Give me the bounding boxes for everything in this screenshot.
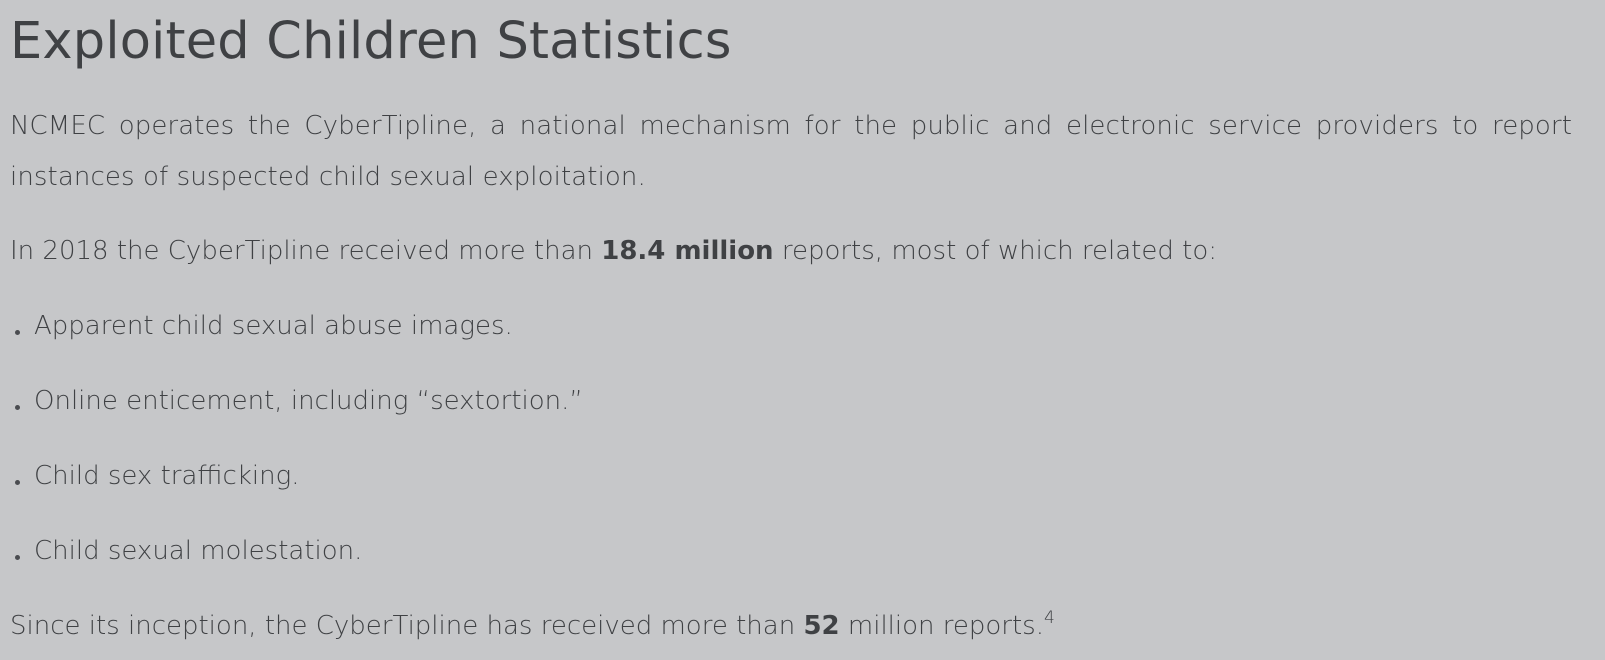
bullet-dot-icon [15,555,20,560]
bullet-dot-icon [15,330,20,335]
intro-paragraph: NCMEC operates the CyberTipline, a natio… [10,101,1572,203]
report-types-list: Apparent child sexual abuse images. Onli… [10,301,583,601]
reports-2018-highlight: 18.4 million [601,236,773,266]
intro-line-2: instances of suspected child sexual expl… [10,152,1572,203]
list-item: Child sex trafficking. [10,451,583,526]
bullet-dot-icon [15,405,20,410]
since-inception-paragraph: Since its inception, the CyberTipline ha… [10,601,1055,652]
footnote-reference[interactable]: 4 [1044,608,1055,628]
page-title: Exploited Children Statistics [10,10,732,74]
list-item: Apparent child sexual abuse images. [10,301,583,376]
since-inception-text-after: million reports. [840,611,1044,641]
list-item-text: Child sex trafficking. [34,461,299,491]
since-inception-highlight: 52 [803,611,839,641]
list-item-text: Apparent child sexual abuse images. [34,311,513,341]
list-item: Online enticement, including “sextortion… [10,376,583,451]
bullet-dot-icon [15,480,20,485]
since-inception-text-before: Since its inception, the CyberTipline ha… [10,611,803,641]
list-item: Child sexual molestation. [10,526,583,601]
reports-2018-text-after: reports, most of which related to: [774,236,1217,266]
intro-line-1: NCMEC operates the CyberTipline, a natio… [10,101,1572,152]
reports-2018-paragraph: In 2018 the CyberTipline received more t… [10,226,1217,277]
reports-2018-text-before: In 2018 the CyberTipline received more t… [10,236,601,266]
list-item-text: Online enticement, including “sextortion… [34,386,583,416]
list-item-text: Child sexual molestation. [34,536,362,566]
